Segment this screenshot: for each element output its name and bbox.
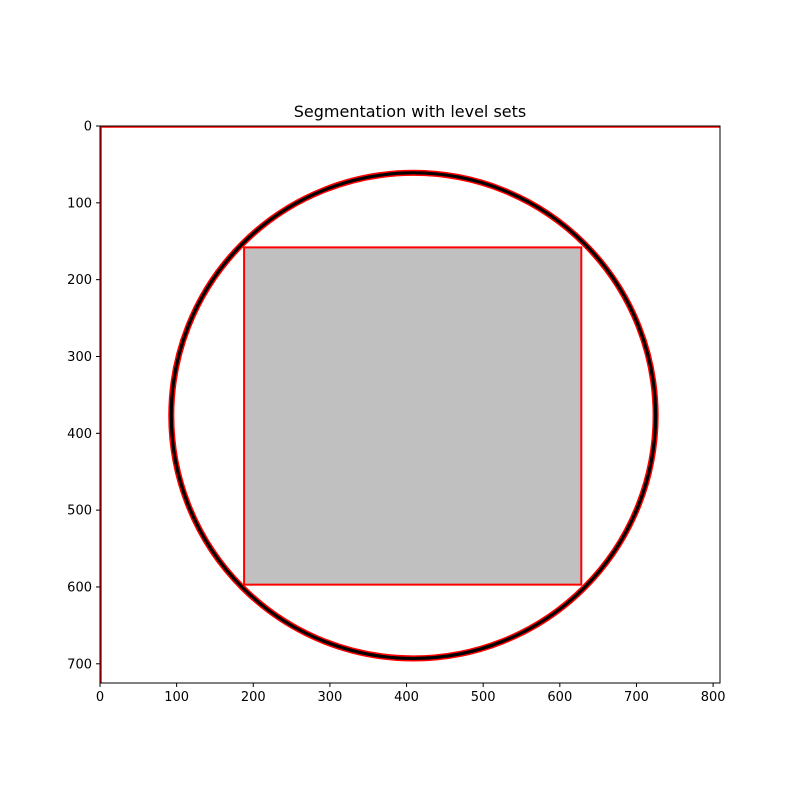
chart-title: Segmentation with level sets — [294, 102, 527, 121]
x-tick-label: 0 — [96, 690, 104, 705]
y-tick-label: 500 — [67, 504, 92, 519]
y-tick-label: 400 — [67, 427, 92, 442]
y-tick-label: 600 — [67, 580, 92, 595]
y-axis: 0 100 200 300 400 500 600 700 — [67, 120, 100, 672]
x-tick-label: 800 — [701, 690, 726, 705]
x-tick-label: 700 — [624, 690, 649, 705]
x-axis: 0 100 200 300 400 500 600 700 800 — [96, 683, 726, 705]
x-tick-label: 500 — [471, 690, 496, 705]
contour-square — [243, 246, 583, 586]
contour-circle-outer — [168, 169, 659, 662]
y-tick-label: 100 — [67, 196, 92, 211]
x-tick-label: 100 — [164, 690, 189, 705]
y-tick-label: 200 — [67, 273, 92, 288]
x-tick-label: 600 — [547, 690, 572, 705]
image-layer — [100, 126, 720, 683]
plot-area — [99, 125, 721, 684]
axes-frame — [99, 125, 721, 684]
x-tick-label: 300 — [317, 690, 342, 705]
x-tick-label: 400 — [394, 690, 419, 705]
x-tick-label: 200 — [241, 690, 266, 705]
y-tick-label: 700 — [67, 657, 92, 672]
y-tick-label: 300 — [67, 350, 92, 365]
image-black-circle — [169, 170, 658, 661]
image-gray-square — [244, 247, 582, 585]
y-tick-label: 0 — [84, 120, 92, 135]
contour-circle-inner — [172, 174, 655, 657]
